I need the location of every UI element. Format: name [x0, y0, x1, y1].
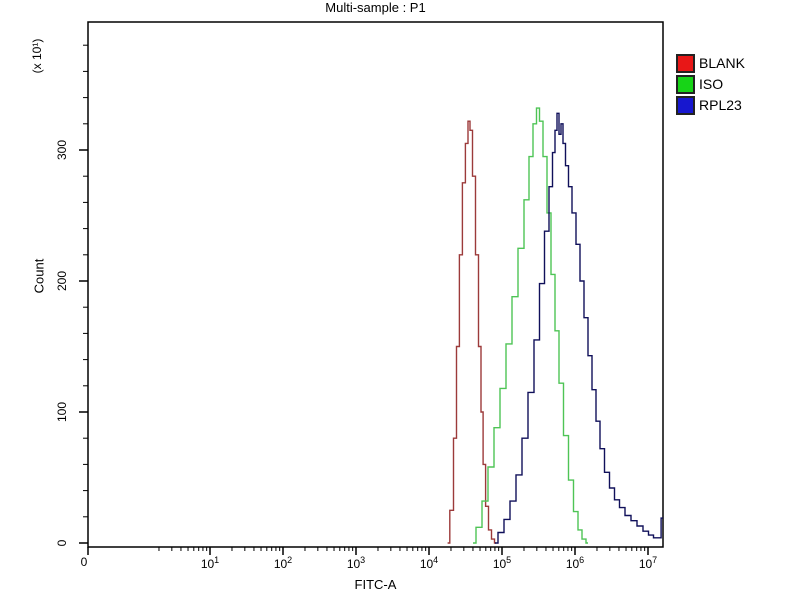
legend-item-rpl23: RPL23	[676, 95, 745, 115]
y-axis-label: Count	[31, 258, 47, 294]
x-tick-label: 101	[200, 555, 220, 571]
legend-swatch	[676, 53, 695, 73]
y-tick-label: 100	[55, 401, 69, 423]
x-tick-label: 0	[80, 555, 88, 569]
y-tick-label: 300	[55, 139, 69, 161]
y-tick-label: 0	[55, 539, 69, 547]
curve-rpl23	[495, 112, 663, 544]
legend-item-iso: ISO	[676, 74, 745, 94]
x-tick-label: 103	[346, 555, 366, 571]
curves-group	[447, 107, 663, 544]
legend-item-blank: BLANK	[676, 53, 745, 73]
y-tick-label: 200	[55, 270, 69, 292]
x-tick-label: 104	[419, 555, 439, 571]
curve-blank	[447, 120, 496, 544]
x-tick-label: 102	[273, 555, 293, 571]
legend-label: RPL23	[699, 96, 742, 113]
plot-frame	[87, 21, 664, 548]
legend-swatch	[676, 95, 695, 115]
chart-title: Multi-sample : P1	[325, 0, 426, 15]
legend-label: ISO	[699, 75, 724, 92]
y-axis-unit-label: (x 10¹)	[30, 38, 44, 74]
x-axis-label: FITC-A	[354, 577, 397, 592]
legend-label: BLANK	[699, 54, 745, 71]
x-tick-label: 107	[638, 555, 658, 571]
x-tick-label: 106	[565, 555, 585, 571]
curve-iso	[473, 107, 588, 544]
legend-swatch	[676, 74, 695, 94]
legend: BLANK ISO RPL23	[676, 53, 745, 116]
x-tick-label: 105	[492, 555, 512, 571]
